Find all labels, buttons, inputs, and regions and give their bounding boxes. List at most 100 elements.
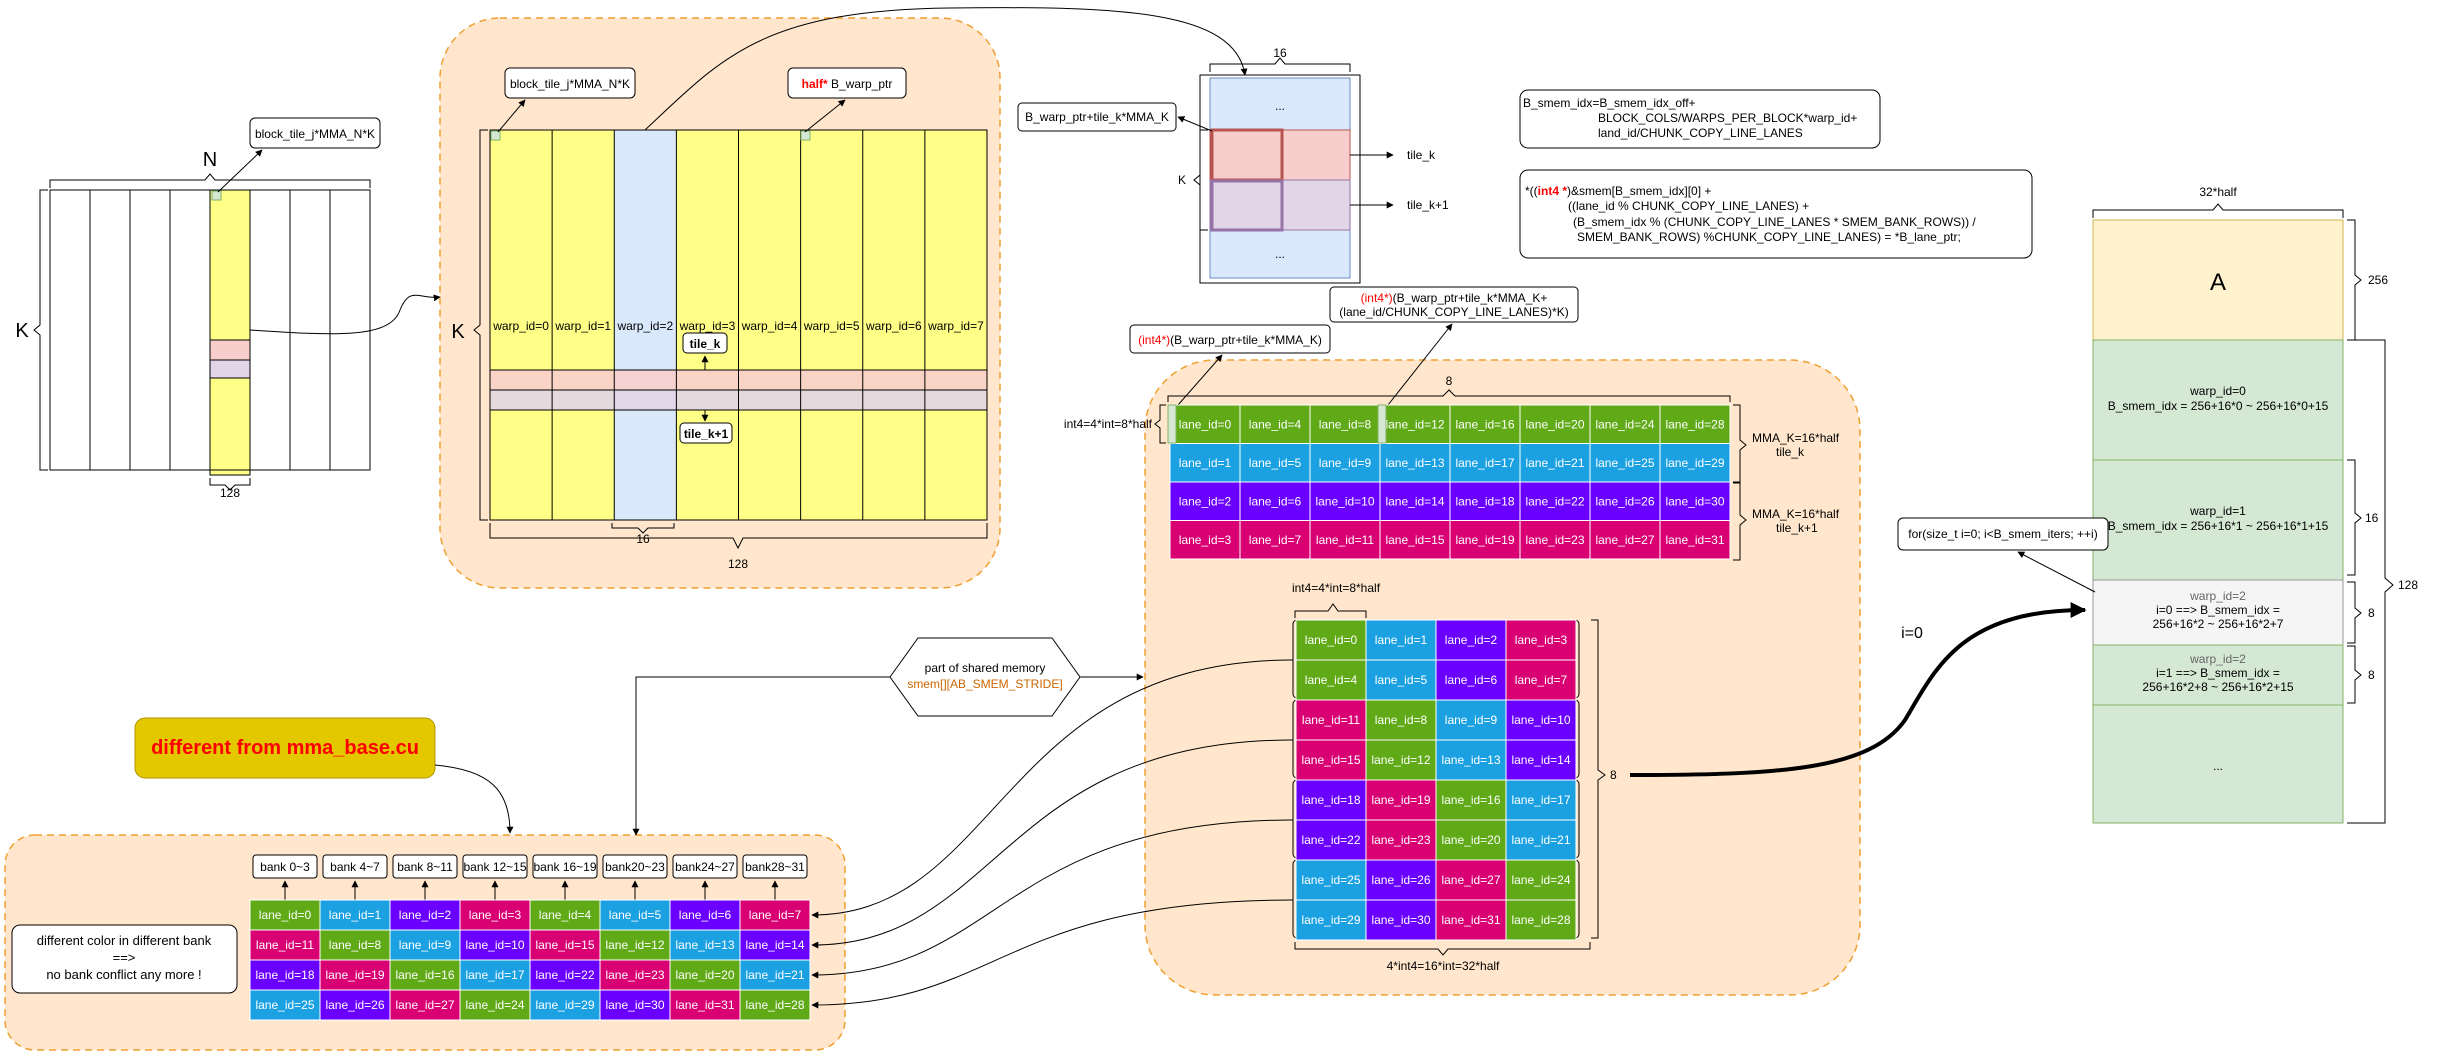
lane-grid-right-label-1b: tile_k	[1776, 445, 1805, 459]
lane-cell	[1519, 520, 1591, 560]
smem-cell-label: lane_id=22	[1301, 833, 1360, 847]
warp-column-7	[924, 130, 987, 520]
smem-warp2a-line-1: i=0 ==> B_smem_idx =	[2156, 603, 2280, 617]
lane-cell-label: lane_id=20	[1525, 417, 1584, 431]
global-tile-marker	[211, 190, 222, 201]
lane-cell	[1309, 404, 1381, 444]
smem-loop-box	[1897, 517, 2109, 551]
warp-column-ptr-box	[1017, 102, 1177, 132]
bank-cell	[249, 959, 321, 991]
bank-cell-label: lane_id=21	[745, 968, 804, 982]
bank-header-box	[742, 854, 808, 879]
smem-warp2b-line-1: i=1 ==> B_smem_idx =	[2156, 666, 2280, 680]
bank-cell-label: lane_id=17	[465, 968, 524, 982]
smem-loop-arrow	[2017, 551, 2096, 593]
bank-cell	[319, 989, 391, 1021]
smem-idx-line-0: B_smem_idx=B_smem_idx_off+	[1523, 96, 1696, 110]
smem-hexagon-line-0: part of shared memory	[925, 661, 1046, 675]
smem-total-brace	[2347, 339, 2394, 824]
smem-grid-bottom-label: 4*int4=16*int=32*half	[1387, 959, 1500, 973]
smem-idx-box	[1519, 89, 1881, 149]
smem-cell	[1365, 739, 1437, 781]
smem-cell-label: lane_id=3	[1515, 633, 1568, 647]
lane-cell	[1519, 443, 1591, 483]
smem-a-size: 256	[2368, 273, 2388, 287]
lane-cell-label: lane_id=12	[1385, 417, 1444, 431]
lane-callout-1-box	[1129, 324, 1331, 354]
bank-cell-label: lane_id=5	[609, 908, 662, 922]
smem-cell-label: lane_id=24	[1511, 873, 1570, 887]
lane-cell-label: lane_id=14	[1385, 494, 1444, 508]
smem-warp2b-block	[2092, 644, 2344, 706]
bank-cell	[599, 929, 671, 961]
bank-cell	[599, 899, 671, 931]
lane-grid-right-label-1a: MMA_K=16*half	[1752, 431, 1840, 445]
lane-grid-right-brace-1	[1733, 404, 1747, 483]
lane-cell-label: lane_id=17	[1455, 456, 1514, 470]
lane-cell-label: lane_id=4	[1249, 417, 1302, 431]
warp-tile-k-brace	[473, 129, 488, 521]
bank-cell-label: lane_id=26	[325, 998, 384, 1012]
global-tile-n-label: N	[203, 149, 217, 171]
lane-callout-2-arrow	[1387, 323, 1453, 406]
note-box-text: different from mma_base.cu	[151, 737, 419, 759]
warp-tile: warp_id=0 warp_id=1 warp_id=2 warp_id=3 warp…	[451, 7, 1248, 571]
warp-column-tile-k	[1209, 129, 1351, 181]
warp-column-3	[676, 130, 739, 520]
bank-cell	[599, 989, 671, 1021]
bank-cell	[739, 899, 811, 931]
warp-column-outline	[1199, 74, 1361, 284]
bank-cell-label: lane_id=14	[745, 938, 804, 952]
bank-cell-label: lane_id=18	[255, 968, 314, 982]
smem-warp2b-brace	[2347, 645, 2362, 704]
lane-cell-label: lane_id=21	[1525, 456, 1584, 470]
warp-col-width-label: 16	[636, 532, 650, 546]
lane-cell	[1239, 520, 1311, 560]
smem-top-label: 32*half	[2199, 185, 2237, 199]
lane-cell	[1309, 443, 1381, 483]
bank-cell	[389, 929, 461, 961]
lane-callout-2-line-1: (lane_id/CHUNK_COPY_LINE_LANES)*K)	[1339, 305, 1568, 319]
bank-cell-label: lane_id=23	[605, 968, 664, 982]
warp-callout-left: block_tile_j*MMA_N*K	[510, 77, 630, 91]
global-tile-highlight-column	[209, 189, 251, 476]
smem-cell-label: lane_id=15	[1301, 753, 1360, 767]
warp-col-brace	[611, 523, 675, 534]
smem-cell-label: lane_id=8	[1375, 713, 1428, 727]
bank-cell	[389, 989, 461, 1021]
warp-label-4: warp_id=4	[741, 319, 798, 333]
smem-cell-label: lane_id=21	[1511, 833, 1570, 847]
smem-cell-label: lane_id=25	[1301, 873, 1360, 887]
bank-cell-label: lane_id=2	[399, 908, 452, 922]
warp-label-7: warp_id=7	[927, 319, 984, 333]
lane-cell	[1379, 481, 1451, 521]
smem-arrow-label: i=0	[1901, 625, 1923, 642]
bank-cell-label: lane_id=30	[605, 998, 664, 1012]
warp-tile-k-label: K	[451, 321, 465, 343]
smem-cell	[1295, 779, 1367, 821]
lane-cell-label: lane_id=28	[1665, 417, 1724, 431]
warp-tile-width-brace	[489, 523, 988, 550]
lane-cell-label: lane_id=10	[1315, 494, 1374, 508]
lane-cell-label: lane_id=3	[1179, 533, 1232, 547]
bank-cell-label: lane_id=22	[535, 968, 594, 982]
smem-cell-label: lane_id=29	[1301, 913, 1360, 927]
warp-callout-ptr: half* B_warp_ptr	[802, 77, 893, 91]
hex-to-bank-arrow	[632, 676, 890, 836]
global-tile-lavender-row	[209, 359, 251, 379]
bank-cell-label: lane_id=10	[465, 938, 524, 952]
bank-header-label: bank 16~19	[533, 860, 596, 874]
smem-warp2a-brace	[2347, 581, 2362, 644]
lane-cell	[1379, 443, 1451, 483]
smem-cell	[1435, 659, 1507, 701]
bank-cell	[459, 959, 531, 991]
bank-cell-label: lane_id=13	[675, 938, 734, 952]
smem-cell-label: lane_id=27	[1441, 873, 1500, 887]
lane-cell	[1379, 404, 1451, 444]
smem-cell-label: lane_id=19	[1371, 793, 1430, 807]
bank-header-box	[602, 854, 668, 879]
bank-note-line-0: different color in different bank	[37, 933, 212, 948]
smem-warp2b-line-2: 256+16*2+8 ~ 256+16*2+15	[2142, 680, 2293, 694]
